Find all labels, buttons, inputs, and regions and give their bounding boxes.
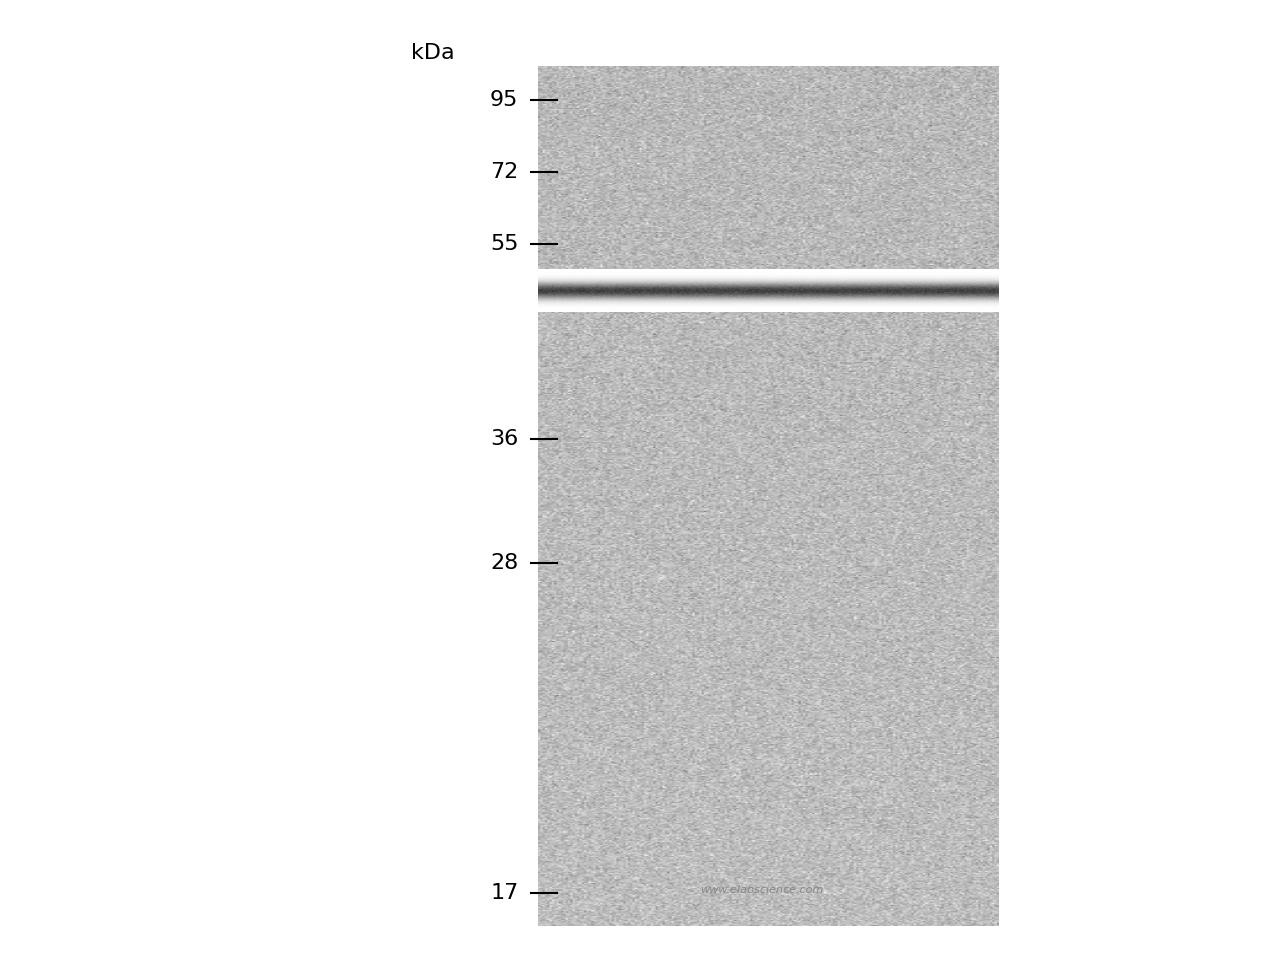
Text: kDa: kDa	[411, 43, 454, 62]
Text: www.elabscience.com: www.elabscience.com	[700, 885, 823, 895]
Text: 17: 17	[490, 883, 518, 902]
Text: 36: 36	[490, 430, 518, 449]
Text: 28: 28	[490, 554, 518, 573]
Text: 72: 72	[490, 162, 518, 181]
Text: 55: 55	[490, 234, 518, 253]
Text: 95: 95	[490, 91, 518, 110]
